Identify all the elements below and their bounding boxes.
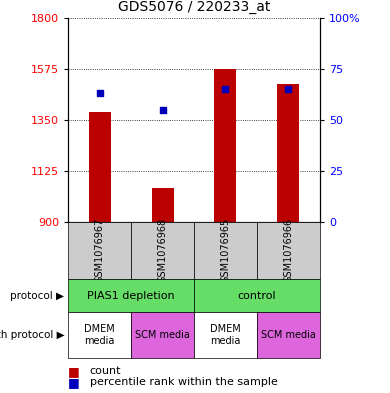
Text: SCM media: SCM media [135,330,190,340]
Bar [68,312,131,358]
Text: control: control [238,291,276,301]
Text: GSM1076967: GSM1076967 [95,218,105,283]
Bar [215,69,236,222]
Bar [194,222,257,279]
Bar [257,222,320,279]
Bar [68,279,194,312]
Title: GDS5076 / 220233_at: GDS5076 / 220233_at [118,0,270,14]
Text: percentile rank within the sample: percentile rank within the sample [90,377,278,387]
Point [285,86,291,92]
Text: GSM1076965: GSM1076965 [220,218,230,283]
Bar [152,188,174,222]
Bar [89,112,111,222]
Text: ■: ■ [68,365,80,378]
Text: DMEM
media: DMEM media [84,324,115,346]
Bar [131,222,194,279]
Text: DMEM
media: DMEM media [210,324,241,346]
Text: GSM1076968: GSM1076968 [158,218,168,283]
Text: SCM media: SCM media [261,330,316,340]
Point [97,90,103,96]
Text: protocol ▶: protocol ▶ [11,291,64,301]
Point [160,107,166,113]
Bar [257,312,320,358]
Bar [277,84,300,222]
Text: count: count [90,366,121,376]
Text: PIAS1 depletion: PIAS1 depletion [87,291,175,301]
Point [222,86,229,92]
Bar [131,312,194,358]
Text: growth protocol ▶: growth protocol ▶ [0,330,64,340]
Text: GSM1076966: GSM1076966 [284,218,293,283]
Bar [68,222,131,279]
Bar [194,312,257,358]
Text: ■: ■ [68,376,80,389]
Bar [194,279,320,312]
